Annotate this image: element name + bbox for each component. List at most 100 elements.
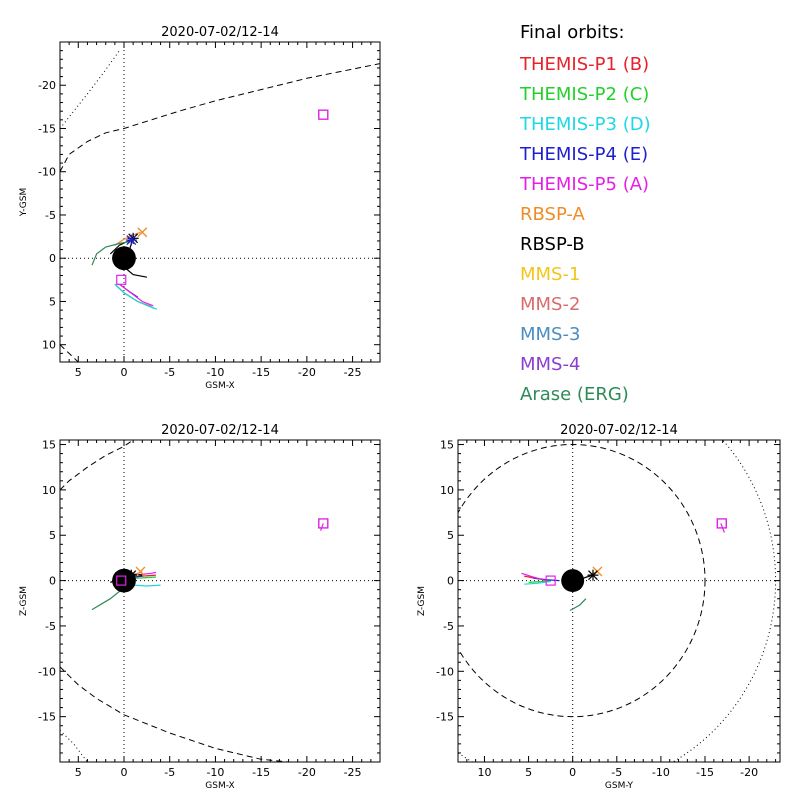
- y-tick-label: 0: [447, 575, 454, 588]
- y-tick-label: 5: [49, 295, 56, 308]
- legend-entry: THEMIS-P1 (B): [519, 54, 649, 75]
- x-tick-label: -20: [298, 766, 316, 779]
- legend-entry: RBSP-A: [520, 204, 586, 225]
- orbit-track: [528, 580, 551, 583]
- panel-yz-plane: 2020-07-02/12-14 GSM-Y Z-GSM 10 5 0 -5 -10 -15 -2…: [417, 423, 781, 791]
- y-axis-label: Z-GSM: [19, 586, 29, 616]
- y-tick-label: 0: [49, 252, 56, 265]
- x-tick-label: 0: [121, 766, 128, 779]
- y-tick-label: -20: [38, 79, 56, 92]
- spacecraft-marker: [116, 274, 127, 285]
- y-tick-label: 10: [42, 339, 56, 352]
- panel-xz-plane: 2020-07-02/12-14 GSM-X Z-GSM 5 0 -5 -10 -15 -20 -…: [19, 423, 381, 791]
- x-axis-label: GSM-X: [205, 781, 234, 791]
- orbit-track: [521, 572, 547, 582]
- orbit-track: [569, 598, 587, 612]
- plot-area: [60, 42, 380, 362]
- x-tick-label: -15: [252, 366, 270, 379]
- legend-entry: RBSP-B: [520, 234, 585, 255]
- y-tick-label: 10: [440, 484, 454, 497]
- x-tick-label: 0: [569, 766, 576, 779]
- y-tick-label: -10: [38, 665, 56, 678]
- legend-entry: MMS-4: [520, 354, 580, 375]
- x-tick-label: -20: [298, 366, 316, 379]
- legend-entry: MMS-3: [520, 324, 580, 345]
- plot-frame: [457, 439, 781, 763]
- y-tick-label: -15: [38, 711, 56, 724]
- y-axis-label: Z-GSM: [417, 586, 427, 616]
- x-tick-label: -25: [344, 766, 362, 779]
- legend-entry: THEMIS-P5 (A): [519, 174, 649, 195]
- orbit-legend: Final orbits: THEMIS-P1 (B) THEMIS-P2 (C)…: [519, 22, 651, 405]
- y-tick-label: -5: [45, 209, 56, 222]
- x-tick-label: -25: [344, 366, 362, 379]
- x-tick-label: -5: [164, 766, 175, 779]
- spacecraft-marker: [137, 227, 148, 238]
- orbit-track: [320, 523, 324, 531]
- orbit-track: [91, 241, 129, 266]
- y-tick-label: 15: [440, 439, 454, 452]
- x-tick-label: -15: [696, 766, 714, 779]
- magnetopause-boundary: [60, 666, 289, 762]
- y-tick-label: 0: [49, 575, 56, 588]
- earth-disk: [112, 246, 136, 271]
- panel-title: 2020-07-02/12-14: [161, 25, 279, 40]
- spacecraft-marker: [318, 518, 329, 529]
- y-tick-label: -5: [443, 620, 454, 633]
- x-tick-label: -10: [206, 766, 224, 779]
- x-axis-label: GSM-X: [205, 381, 234, 391]
- legend-entry: THEMIS-P3 (D): [519, 114, 651, 135]
- spacecraft-marker: [125, 234, 137, 246]
- magnetopause-boundary: [60, 440, 134, 491]
- earth-disk: [112, 568, 136, 593]
- y-tick-label: -15: [38, 122, 56, 135]
- legend-entry: THEMIS-P2 (C): [519, 84, 649, 105]
- orbit-track: [119, 283, 154, 307]
- magnetopause-boundary: [60, 344, 79, 362]
- bow-shock-boundary: [60, 50, 120, 129]
- spacecraft-marker: [135, 566, 146, 577]
- x-tick-label: 5: [525, 766, 532, 779]
- y-tick-label: -15: [436, 711, 454, 724]
- plot-frame: [59, 439, 381, 763]
- legend-title: Final orbits:: [520, 22, 625, 43]
- x-tick-label: 10: [477, 766, 491, 779]
- earth-disk: [561, 569, 585, 593]
- x-tick-label: 5: [75, 766, 82, 779]
- y-tick-label: 5: [49, 529, 56, 542]
- x-tick-label: -15: [252, 766, 270, 779]
- spacecraft-marker: [318, 109, 329, 120]
- legend-entry: MMS-1: [520, 264, 580, 285]
- plot-frame: [59, 41, 381, 363]
- spacecraft-marker: [125, 569, 137, 581]
- spacecraft-marker: [318, 109, 329, 120]
- legend-entry: Arase (ERG): [520, 384, 629, 405]
- x-tick-label: -10: [652, 766, 670, 779]
- y-tick-label: -5: [45, 620, 56, 633]
- x-tick-label: -10: [206, 366, 224, 379]
- plot-area: [60, 440, 380, 762]
- magnetopause-boundary: [60, 63, 380, 172]
- x-tick-label: 0: [121, 366, 128, 379]
- orbit-track: [114, 283, 158, 310]
- y-tick-label: -10: [436, 665, 454, 678]
- spacecraft-marker: [716, 518, 727, 529]
- x-tick-label: -20: [740, 766, 758, 779]
- spacecraft-marker: [587, 569, 599, 581]
- spacecraft-marker: [545, 575, 556, 586]
- bow-shock-boundary: [60, 729, 88, 762]
- y-tick-label: 5: [447, 529, 454, 542]
- x-tick-label: 5: [75, 366, 82, 379]
- spacecraft-marker: [116, 575, 127, 586]
- legend-entry: THEMIS-P4 (E): [519, 144, 648, 165]
- panel-title: 2020-07-02/12-14: [560, 423, 678, 438]
- y-tick-label: 15: [42, 439, 56, 452]
- x-tick-label: -5: [611, 766, 622, 779]
- y-tick-label: 10: [42, 484, 56, 497]
- legend-entry: MMS-2: [520, 294, 580, 315]
- x-tick-label: -5: [164, 366, 175, 379]
- panel-title: 2020-07-02/12-14: [161, 423, 279, 438]
- y-axis-label: Y-GSM: [19, 188, 29, 217]
- panel-xy-plane: 2020-07-02/12-14 GSM-X Y-GSM 5 0 -5 -10 -15 -20 -…: [19, 25, 381, 391]
